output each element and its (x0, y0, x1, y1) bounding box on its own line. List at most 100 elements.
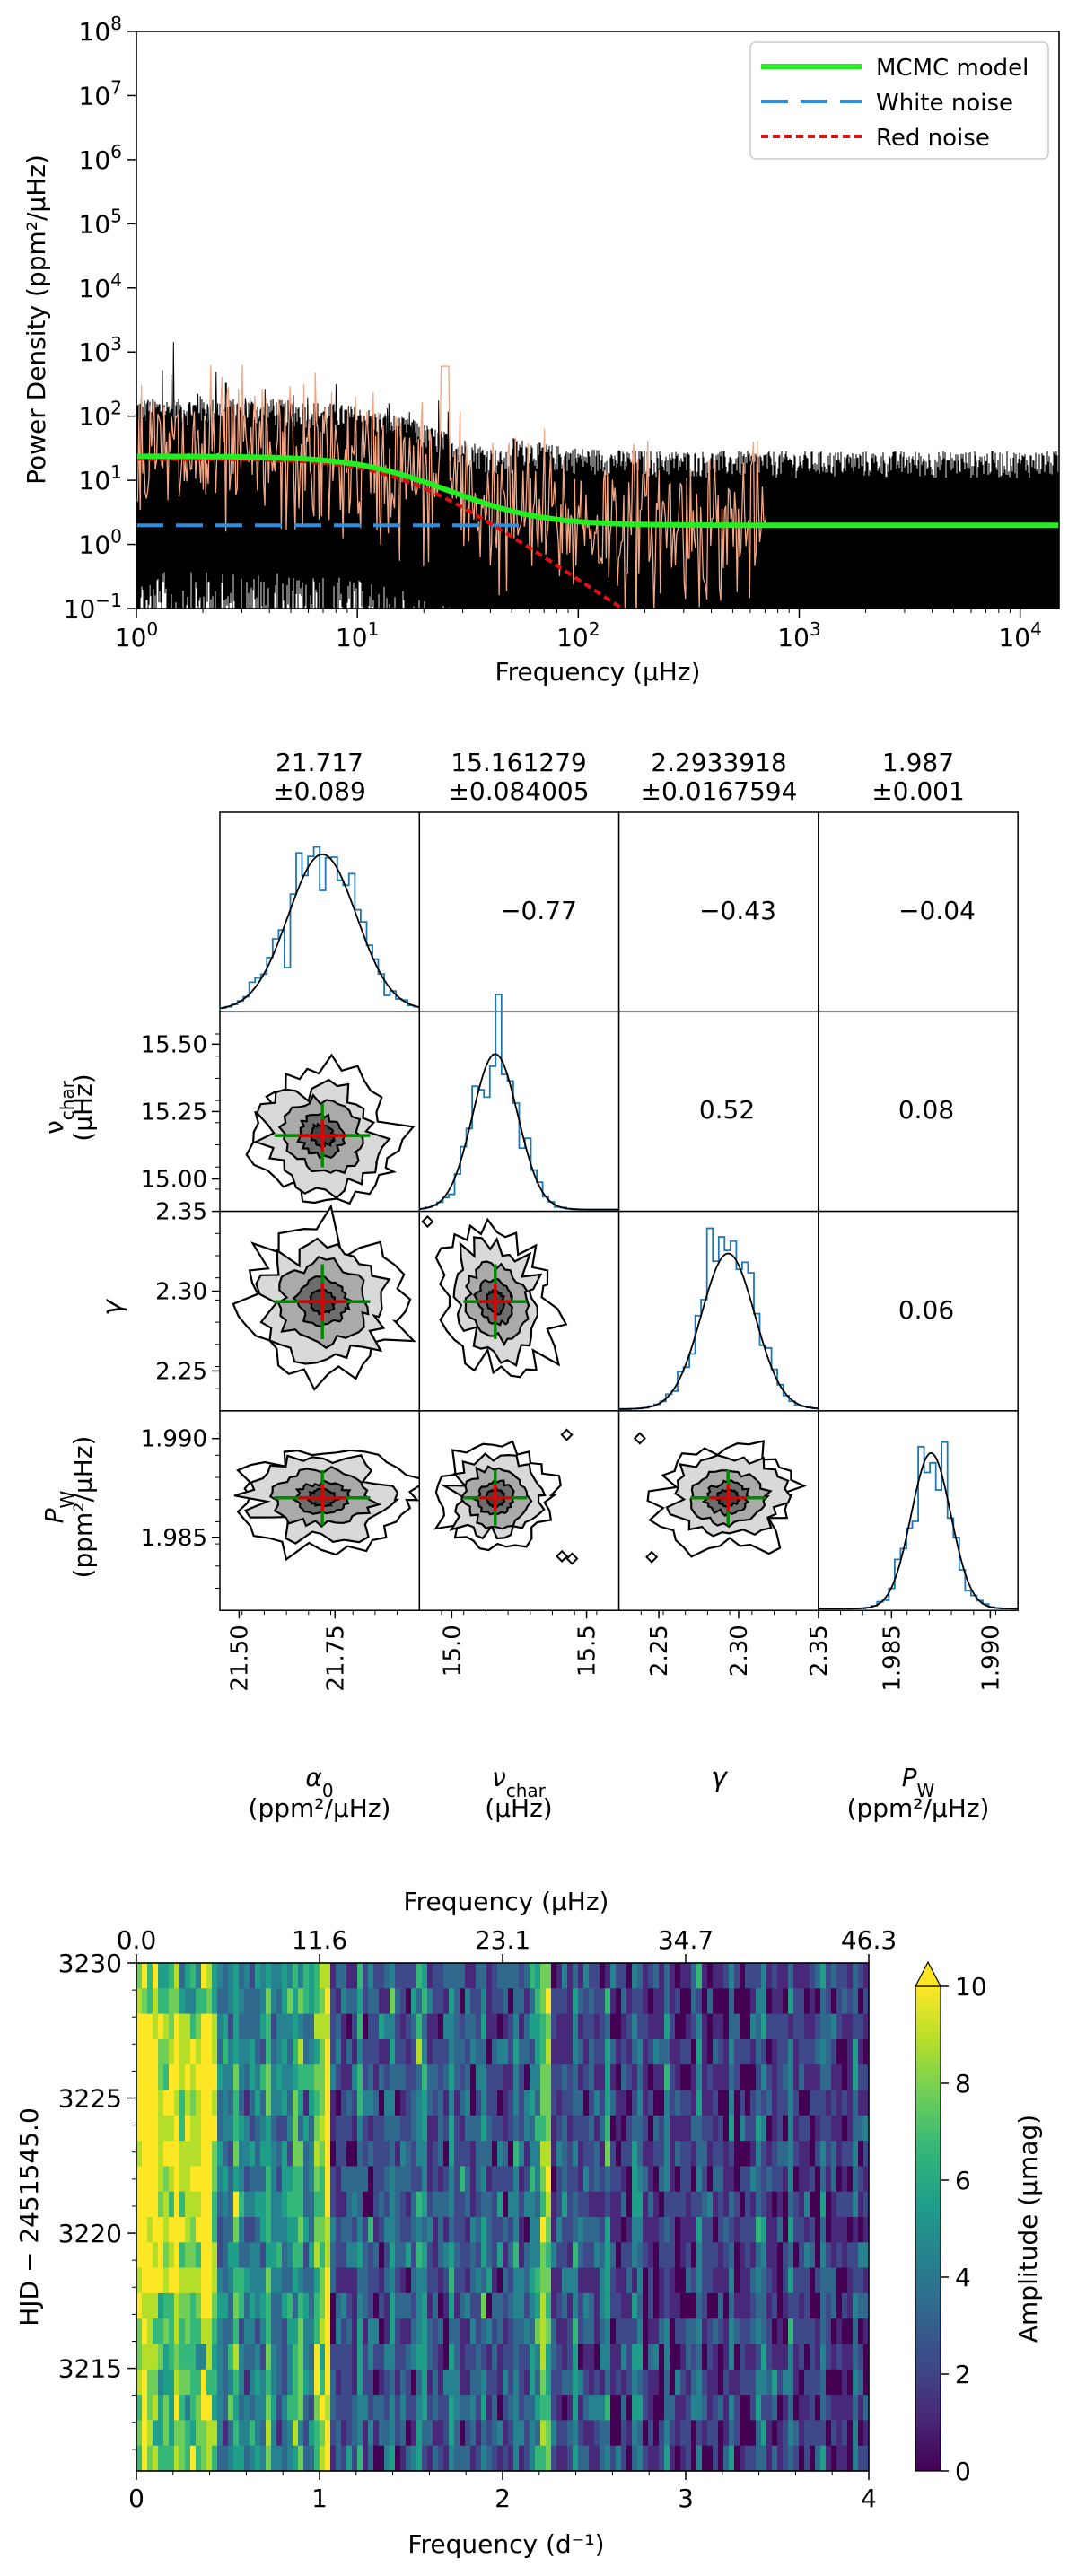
heatmap-cell (212, 2369, 218, 2396)
heatmap-cell (276, 2242, 283, 2269)
heatmap-cell (524, 2318, 530, 2345)
heatmap-cell (185, 2090, 191, 2116)
heatmap-cell (465, 2344, 471, 2370)
heatmap-cell (729, 2038, 735, 2065)
heatmap-cell (594, 2344, 600, 2370)
heatmap-cell (810, 2369, 816, 2396)
psd-xtick-label: 102 (556, 618, 600, 653)
heatmap-cell (153, 2115, 159, 2142)
heatmap-cell (142, 2395, 148, 2421)
heatmap-cell (740, 2344, 746, 2370)
heatmap-cell (621, 2166, 627, 2193)
heatmap-cell (756, 2242, 762, 2269)
heatmap-cell (750, 2395, 757, 2421)
heatmap-cell (465, 2141, 471, 2167)
heatmap-cell (330, 2267, 337, 2294)
heatmap-cell (406, 2420, 412, 2447)
heatmap-cell (185, 2191, 191, 2218)
heatmap-cell (626, 1963, 633, 1989)
heatmap-cell (454, 2115, 460, 2142)
heatmap-cell (535, 2115, 541, 2142)
heatmap-cell (320, 2115, 326, 2142)
heatmap-cell (513, 2013, 520, 2040)
heatmap-cell (460, 2090, 466, 2116)
heatmap-cell (309, 2395, 315, 2421)
heatmap-cell (217, 2217, 223, 2243)
heatmap-cell (147, 2445, 153, 2471)
heatmap-cell (653, 1988, 660, 2015)
heatmap-cell (384, 2242, 390, 2269)
heatmap-cell (260, 2115, 267, 2142)
heatmap-cell (271, 2038, 277, 2065)
heatmap-cell (470, 2395, 477, 2421)
heatmap-cell (411, 2242, 417, 2269)
heatmap-cell (201, 2445, 207, 2471)
heatmap-cell (718, 2166, 724, 2193)
heatmap-cell (266, 1963, 272, 1989)
heatmap-cell (616, 1963, 622, 1989)
heatmap-cell (276, 2344, 283, 2370)
heatmap-cell (594, 2267, 600, 2294)
heatmap-cell (341, 2344, 347, 2370)
heatmap-cell (546, 2420, 552, 2447)
heatmap-cell (535, 1963, 541, 1989)
heatmap-cell (815, 2420, 821, 2447)
heatmap-cell (675, 2191, 681, 2218)
heatmap-cell (729, 2191, 735, 2218)
heatmap-cell (578, 2395, 584, 2421)
heatmap-cell (239, 1963, 245, 1989)
heatmap-cell (718, 2267, 724, 2294)
heatmap-cell (664, 2242, 670, 2269)
heatmap-cell (136, 2292, 143, 2319)
heatmap-cell (820, 2013, 827, 2040)
heatmap-cell (675, 2292, 681, 2319)
heatmap-cell (686, 2013, 692, 2040)
heatmap-cell (777, 2064, 784, 2091)
heatmap-cell (562, 2166, 568, 2193)
psd-ytick-label: 107 (79, 76, 122, 110)
heatmap-cell (513, 2191, 520, 2218)
heatmap-cell (373, 2395, 380, 2421)
heatmap-cell (594, 2292, 600, 2319)
heatmap-cell (540, 2090, 547, 2116)
corner-xtick-label: 2.25 (646, 1625, 673, 1677)
heatmap-cell (643, 2038, 649, 2065)
heatmap-cell (740, 1963, 746, 1989)
heatmap-cell (390, 2445, 396, 2471)
heatmap-cell (384, 1988, 390, 2015)
heatmap-cell (836, 2318, 843, 2345)
heatmap-cell (303, 2420, 310, 2447)
heatmap-cell (605, 2191, 611, 2218)
heatmap-cell (583, 2141, 590, 2167)
heatmap-cell (702, 2090, 708, 2116)
heatmap-cell (368, 2318, 374, 2345)
heatmap-cell (357, 2420, 363, 2447)
heatmap-cell (718, 2013, 724, 2040)
heatmap-cell (556, 1988, 563, 2015)
heatmap-cell (567, 2242, 574, 2269)
heatmap-cell (470, 2242, 477, 2269)
heatmap-cell (239, 2115, 245, 2142)
heatmap-cell (239, 2395, 245, 2421)
heatmap-cell (707, 2420, 714, 2447)
heatmap-cell (400, 2064, 407, 2091)
heatmap-cell (863, 2013, 869, 2040)
heatmap-cell (583, 2267, 590, 2294)
heatmap-cell (535, 2013, 541, 2040)
heatmap-cell (411, 2318, 417, 2345)
heatmap-cell (223, 2217, 229, 2243)
heatmap-cell (626, 2013, 633, 2040)
heatmap-cell (298, 2013, 304, 2040)
corr-alpha0-nuchar: −0.77 (500, 896, 577, 925)
heatmap-cell (594, 2166, 600, 2193)
heatmap-cell (772, 2064, 778, 2091)
heatmap-cell (153, 2420, 159, 2447)
heatmap-cell (201, 2318, 207, 2345)
heatmap-cell (675, 2013, 681, 2040)
heatmap-cell (250, 2344, 256, 2370)
heatmap-cell (460, 2344, 466, 2370)
heatmap-cell (244, 2318, 250, 2345)
heatmap-cell (637, 1963, 644, 1989)
heatmap-cell (416, 2038, 423, 2065)
heatmap-cell (750, 1963, 757, 1989)
